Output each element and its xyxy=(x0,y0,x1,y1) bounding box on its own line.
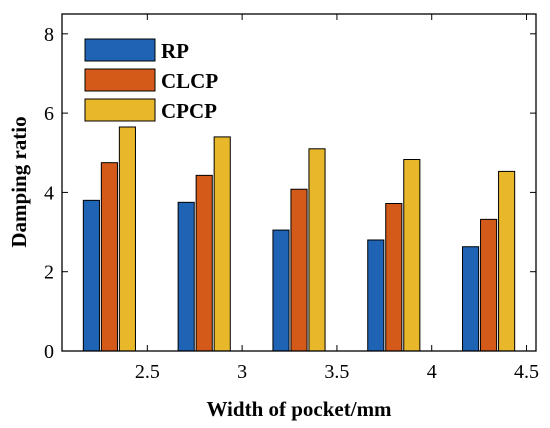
bar-clcp-5 xyxy=(480,218,498,352)
bar-clcp-4 xyxy=(385,203,403,352)
bar-cpcp-1 xyxy=(118,126,136,352)
bar-rp-4 xyxy=(367,239,385,352)
bar-rp-1 xyxy=(82,199,100,352)
legend: RP CLCP CPCP xyxy=(84,38,218,123)
bar-cpcp-2 xyxy=(213,136,231,352)
legend-label-cpcp: CPCP xyxy=(161,99,217,123)
legend-label-clcp: CLCP xyxy=(161,69,218,93)
x-axis-ticks: 2.5 3 3.5 4 4.5 xyxy=(135,14,539,383)
y-tick-label: 2 xyxy=(44,262,54,284)
bar-cpcp-4 xyxy=(403,159,421,352)
x-tick-label: 4 xyxy=(427,361,437,383)
legend-swatch-clcp xyxy=(84,68,156,92)
legend-swatch-rp xyxy=(84,38,156,62)
bar-clcp-3 xyxy=(290,188,308,352)
bar-rp-5 xyxy=(462,246,480,352)
legend-swatch-cpcp xyxy=(84,98,156,122)
bar-clcp-1 xyxy=(100,162,118,352)
y-axis-ticks: 0 2 4 6 8 xyxy=(44,24,536,363)
y-tick-label: 4 xyxy=(44,182,54,204)
bar-cpcp-5 xyxy=(498,170,516,352)
bar-cpcp-3 xyxy=(308,148,326,352)
bar-rp-3 xyxy=(272,229,290,352)
x-tick-label: 2.5 xyxy=(135,361,160,383)
y-tick-label: 0 xyxy=(44,341,54,363)
y-tick-label: 8 xyxy=(44,24,54,46)
x-tick-label: 3.5 xyxy=(324,361,349,383)
bar-rp-2 xyxy=(177,201,195,352)
plot-frame xyxy=(61,13,537,352)
y-axis-label: Damping ratio xyxy=(7,116,31,247)
bar-clcp-2 xyxy=(195,174,213,352)
legend-label-rp: RP xyxy=(161,39,189,63)
x-tick-label: 4.5 xyxy=(514,361,539,383)
x-tick-label: 3 xyxy=(237,361,247,383)
x-axis-label: Width of pocket/mm xyxy=(206,397,392,421)
y-tick-label: 6 xyxy=(44,103,54,125)
